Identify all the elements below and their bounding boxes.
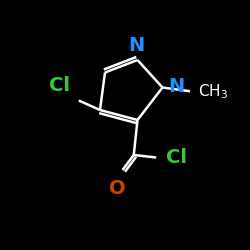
Text: CH$_3$: CH$_3$ [198,82,228,100]
Text: N: N [169,77,185,96]
Text: Cl: Cl [49,76,70,95]
Text: N: N [128,36,144,55]
Text: O: O [109,179,126,198]
Text: Cl: Cl [166,148,187,167]
